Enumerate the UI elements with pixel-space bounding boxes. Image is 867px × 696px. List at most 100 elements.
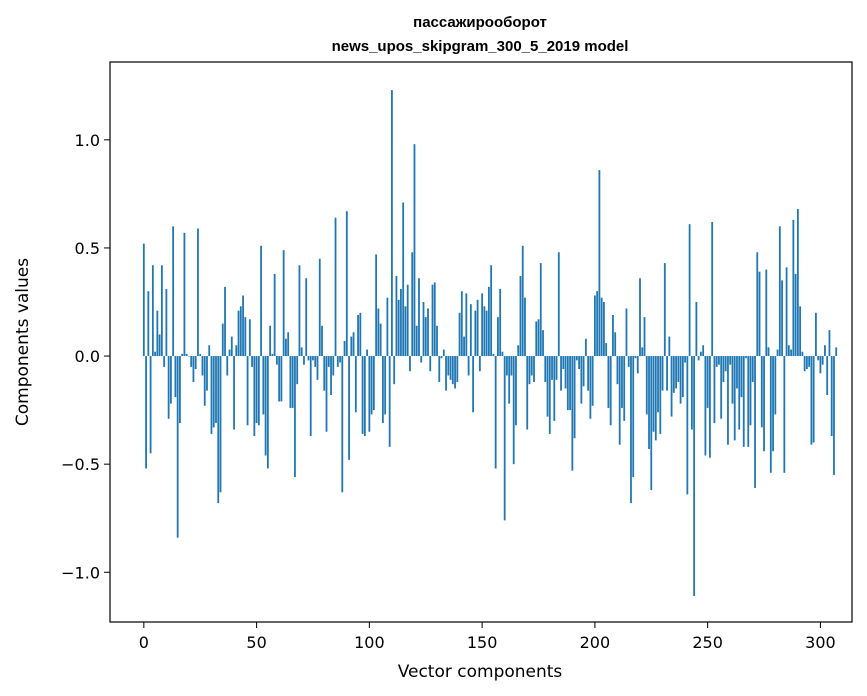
bar (221, 323, 224, 357)
bar (354, 356, 357, 413)
bar (280, 356, 283, 402)
bar (758, 271, 761, 357)
bar (427, 308, 429, 357)
bar (447, 356, 450, 376)
bar (169, 356, 172, 404)
bar (612, 314, 614, 357)
x-tick-label: 100 (354, 633, 385, 652)
bar (433, 282, 436, 357)
bar (727, 356, 729, 445)
bar (591, 356, 594, 406)
bar (188, 356, 190, 357)
bar (454, 356, 456, 389)
bar (555, 356, 558, 380)
bar (215, 356, 217, 424)
bar (765, 269, 768, 357)
bar (679, 356, 682, 404)
bar (639, 278, 641, 357)
bar (774, 356, 777, 415)
bar (151, 265, 154, 357)
x-axis-label: Vector components (398, 662, 563, 682)
bar (372, 356, 375, 411)
bar (711, 222, 714, 357)
bar (819, 356, 822, 374)
bar (465, 293, 468, 357)
chart-title-line1: пассажирооборот (413, 14, 547, 31)
bar (808, 356, 811, 367)
bar (291, 356, 294, 408)
bar (278, 356, 281, 402)
bar (785, 267, 788, 357)
bar (817, 356, 820, 361)
bar (251, 356, 253, 367)
bar (257, 356, 260, 426)
bar (648, 356, 650, 450)
bar (686, 356, 689, 495)
bar (503, 356, 506, 521)
bar (499, 289, 502, 357)
bar (747, 356, 750, 447)
bar (248, 319, 251, 357)
bar (821, 356, 824, 365)
bar (172, 226, 175, 357)
bar (530, 356, 533, 376)
bar (695, 302, 698, 357)
bar (625, 308, 628, 357)
bar (183, 232, 186, 357)
bar (327, 356, 330, 367)
bar (185, 353, 188, 357)
bar (767, 347, 770, 357)
y-tick-label: 0.5 (75, 239, 100, 258)
bar (772, 356, 774, 452)
bar (763, 356, 765, 452)
bar (715, 356, 718, 367)
bar (273, 273, 276, 357)
bar (704, 356, 707, 456)
bar (154, 351, 156, 357)
bar (325, 356, 328, 432)
bar (395, 276, 398, 357)
bar (239, 306, 242, 357)
bar (618, 356, 621, 445)
bar (754, 356, 756, 488)
bar (801, 351, 804, 357)
bar (688, 224, 691, 357)
bar (616, 356, 619, 385)
bar (467, 356, 470, 376)
bar (736, 356, 738, 389)
bar (363, 356, 366, 437)
bar (562, 356, 565, 370)
bar (422, 302, 425, 357)
bar (469, 304, 472, 357)
bar (580, 356, 583, 404)
bar (596, 291, 599, 357)
bar (702, 345, 705, 357)
bar (330, 356, 332, 395)
bar (260, 245, 262, 357)
bar (699, 351, 702, 357)
bar (645, 356, 648, 415)
bar (675, 356, 677, 389)
bar (156, 310, 159, 357)
bar (341, 356, 344, 493)
bar (515, 356, 517, 426)
bar (321, 325, 323, 357)
bar (359, 312, 362, 357)
bar (224, 286, 226, 357)
bar (815, 312, 817, 357)
bar (370, 356, 373, 415)
bar (490, 265, 493, 357)
bar (388, 356, 391, 447)
bar (519, 276, 522, 357)
bar (476, 299, 479, 357)
bar (228, 349, 231, 357)
bar (742, 356, 745, 447)
bar (670, 356, 673, 417)
bar (652, 356, 655, 432)
bar (460, 291, 463, 357)
bar (535, 321, 538, 357)
bar (318, 258, 321, 357)
bar (835, 347, 838, 357)
bar (357, 314, 359, 357)
